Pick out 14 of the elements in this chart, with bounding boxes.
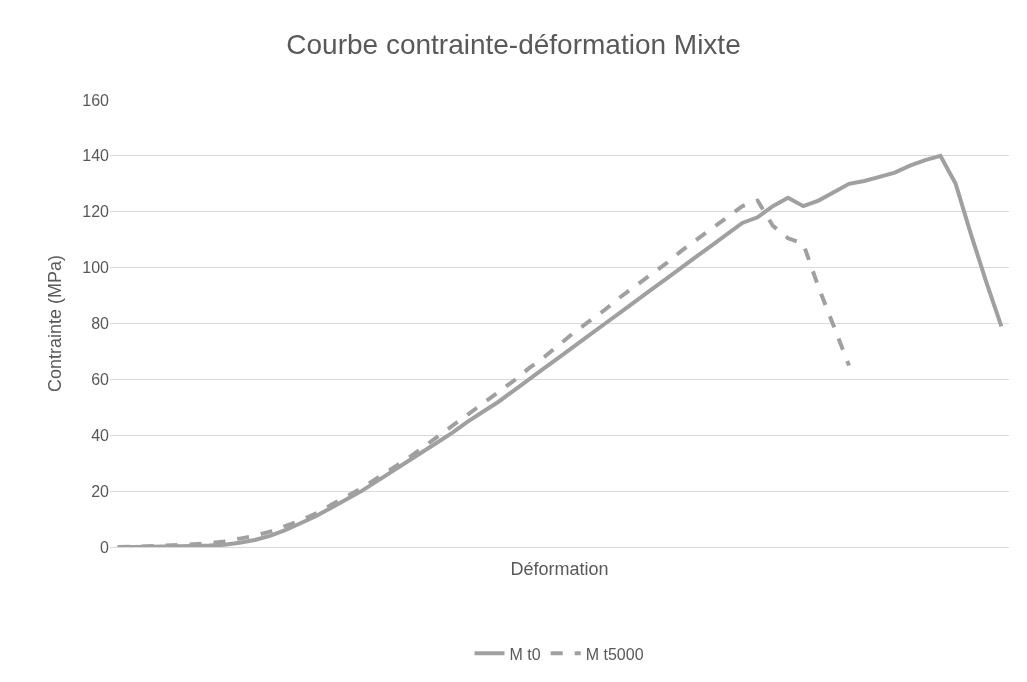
y-axis-title: Contrainte (MPa) bbox=[45, 254, 66, 393]
y-tick-label: 0 bbox=[100, 538, 110, 556]
y-tick-label: 100 bbox=[82, 259, 110, 277]
y-tick-label: 60 bbox=[91, 370, 110, 388]
y-tick-label: 160 bbox=[82, 91, 110, 109]
legend-label: M t5000 bbox=[585, 645, 644, 663]
y-tick-label: 20 bbox=[91, 482, 110, 500]
chart-title: Courbe contrainte-déformation Mixte bbox=[286, 28, 741, 60]
y-tick-label: 120 bbox=[82, 203, 110, 221]
x-axis-title: Déformation bbox=[510, 559, 609, 580]
legend-label: M t0 bbox=[509, 645, 541, 663]
y-tick-label: 40 bbox=[91, 426, 110, 444]
y-tick-label: 80 bbox=[91, 315, 110, 333]
y-tick-label: 140 bbox=[82, 147, 110, 165]
